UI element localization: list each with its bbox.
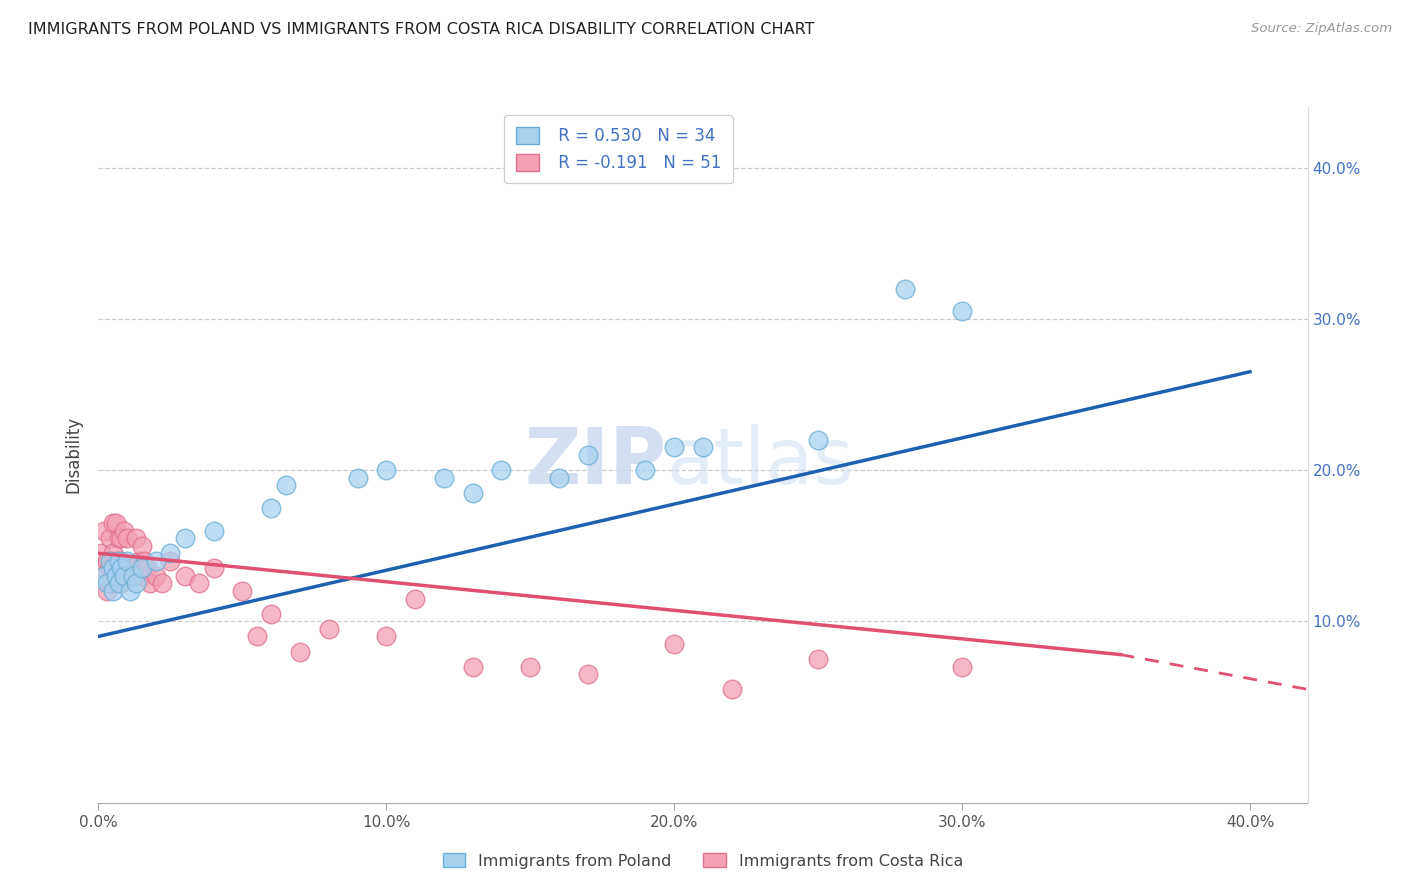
Point <box>173 531 195 545</box>
Point <box>159 546 181 560</box>
Text: ZIP: ZIP <box>524 424 666 500</box>
Point <box>131 569 153 583</box>
Point <box>491 463 513 477</box>
Text: Source: ZipAtlas.com: Source: ZipAtlas.com <box>1251 22 1392 36</box>
Point <box>893 281 915 295</box>
Point <box>274 478 297 492</box>
Point <box>112 524 135 538</box>
Point <box>131 539 153 553</box>
Point <box>404 591 426 606</box>
Point <box>98 576 121 591</box>
Point <box>173 569 195 583</box>
Point <box>122 561 145 575</box>
Point <box>461 659 484 673</box>
Point <box>576 448 599 462</box>
Point <box>93 569 115 583</box>
Point <box>112 569 135 583</box>
Point <box>125 531 148 545</box>
Point <box>107 576 129 591</box>
Point <box>134 554 156 568</box>
Point <box>110 531 132 545</box>
Point <box>101 584 124 599</box>
Point <box>664 441 686 455</box>
Point <box>90 546 112 560</box>
Point <box>433 470 456 484</box>
Point <box>202 561 225 575</box>
Point <box>101 516 124 530</box>
Point <box>107 531 129 545</box>
Point <box>98 531 121 545</box>
Point <box>145 569 167 583</box>
Point <box>548 470 571 484</box>
Point <box>96 554 118 568</box>
Point <box>131 561 153 575</box>
Point <box>375 463 398 477</box>
Point <box>98 554 121 568</box>
Point <box>188 576 211 591</box>
Point <box>93 561 115 575</box>
Point <box>375 629 398 643</box>
Point <box>104 569 127 583</box>
Point <box>288 644 311 658</box>
Point <box>110 554 132 568</box>
Point <box>461 485 484 500</box>
Point <box>112 569 135 583</box>
Legend: Immigrants from Poland, Immigrants from Costa Rica: Immigrants from Poland, Immigrants from … <box>437 847 969 875</box>
Point <box>519 659 541 673</box>
Point <box>96 576 118 591</box>
Point <box>246 629 269 643</box>
Point <box>346 470 368 484</box>
Point <box>120 584 142 599</box>
Point <box>115 531 138 545</box>
Point <box>950 659 973 673</box>
Point <box>101 546 124 560</box>
Point <box>664 637 686 651</box>
Point <box>159 554 181 568</box>
Point <box>807 652 830 666</box>
Y-axis label: Disability: Disability <box>65 417 83 493</box>
Point <box>115 561 138 575</box>
Point <box>122 569 145 583</box>
Point <box>807 433 830 447</box>
Point <box>692 441 714 455</box>
Text: IMMIGRANTS FROM POLAND VS IMMIGRANTS FROM COSTA RICA DISABILITY CORRELATION CHAR: IMMIGRANTS FROM POLAND VS IMMIGRANTS FRO… <box>28 22 814 37</box>
Point <box>260 607 283 621</box>
Point <box>104 516 127 530</box>
Legend:  R = 0.530   N = 34,  R = -0.191   N = 51: R = 0.530 N = 34, R = -0.191 N = 51 <box>505 115 733 184</box>
Point <box>115 554 138 568</box>
Point <box>101 561 124 575</box>
Point <box>96 584 118 599</box>
Point <box>98 561 121 575</box>
Point <box>93 524 115 538</box>
Point <box>125 576 148 591</box>
Point <box>145 554 167 568</box>
Point <box>634 463 657 477</box>
Point <box>720 682 742 697</box>
Point <box>101 576 124 591</box>
Point <box>950 304 973 318</box>
Point <box>260 500 283 515</box>
Point <box>110 576 132 591</box>
Point <box>136 561 159 575</box>
Point <box>231 584 253 599</box>
Point <box>576 667 599 681</box>
Point <box>110 561 132 575</box>
Text: atlas: atlas <box>666 424 855 500</box>
Point <box>107 561 129 575</box>
Point <box>150 576 173 591</box>
Point <box>128 554 150 568</box>
Point <box>139 576 162 591</box>
Point <box>104 554 127 568</box>
Point <box>318 622 340 636</box>
Point <box>202 524 225 538</box>
Point <box>120 569 142 583</box>
Point <box>107 554 129 568</box>
